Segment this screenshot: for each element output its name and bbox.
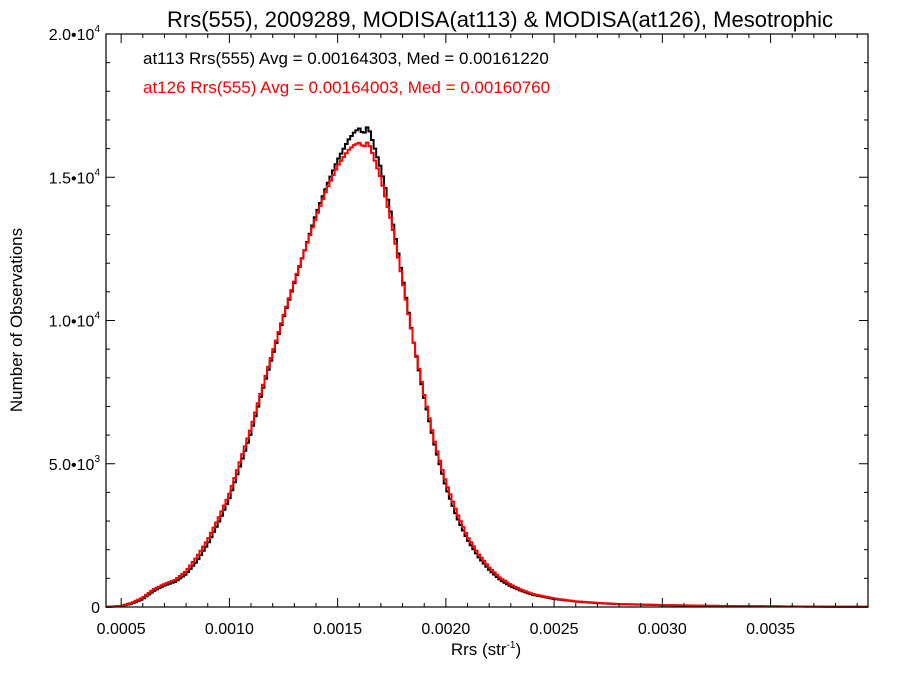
x-tick-label: 0.0010 bbox=[205, 621, 254, 638]
series-line-at113 bbox=[106, 126, 869, 608]
x-tick-label: 0.0025 bbox=[530, 621, 579, 638]
y-tick-label: 5.0•103 bbox=[49, 454, 101, 474]
chart-title: Rrs(555), 2009289, MODISA(at113) & MODIS… bbox=[167, 7, 833, 32]
series-line-at126 bbox=[106, 141, 868, 608]
y-tick-label: 0 bbox=[91, 600, 100, 617]
legend: at113 Rrs(555) Avg = 0.00164303, Med = 0… bbox=[143, 49, 550, 97]
x-tick-label: 0.0035 bbox=[746, 621, 795, 638]
x-tick-label: 0.0020 bbox=[421, 621, 470, 638]
x-tick-label: 0.0030 bbox=[638, 621, 687, 638]
legend-entry-at126: at126 Rrs(555) Avg = 0.00164003, Med = 0… bbox=[143, 78, 550, 97]
legend-entry-at113: at113 Rrs(555) Avg = 0.00164303, Med = 0… bbox=[143, 49, 549, 68]
y-tick-label: 2.0•104 bbox=[49, 24, 101, 44]
y-tick-label: 1.5•104 bbox=[49, 167, 101, 187]
x-tick-label: 0.0015 bbox=[313, 621, 362, 638]
x-axis-label: Rrs (str-1) bbox=[451, 640, 521, 659]
y-tick-label: 1.0•104 bbox=[49, 311, 101, 331]
x-tick-label: 0.0005 bbox=[97, 621, 146, 638]
y-axis-label: Number of Observations bbox=[7, 228, 26, 412]
